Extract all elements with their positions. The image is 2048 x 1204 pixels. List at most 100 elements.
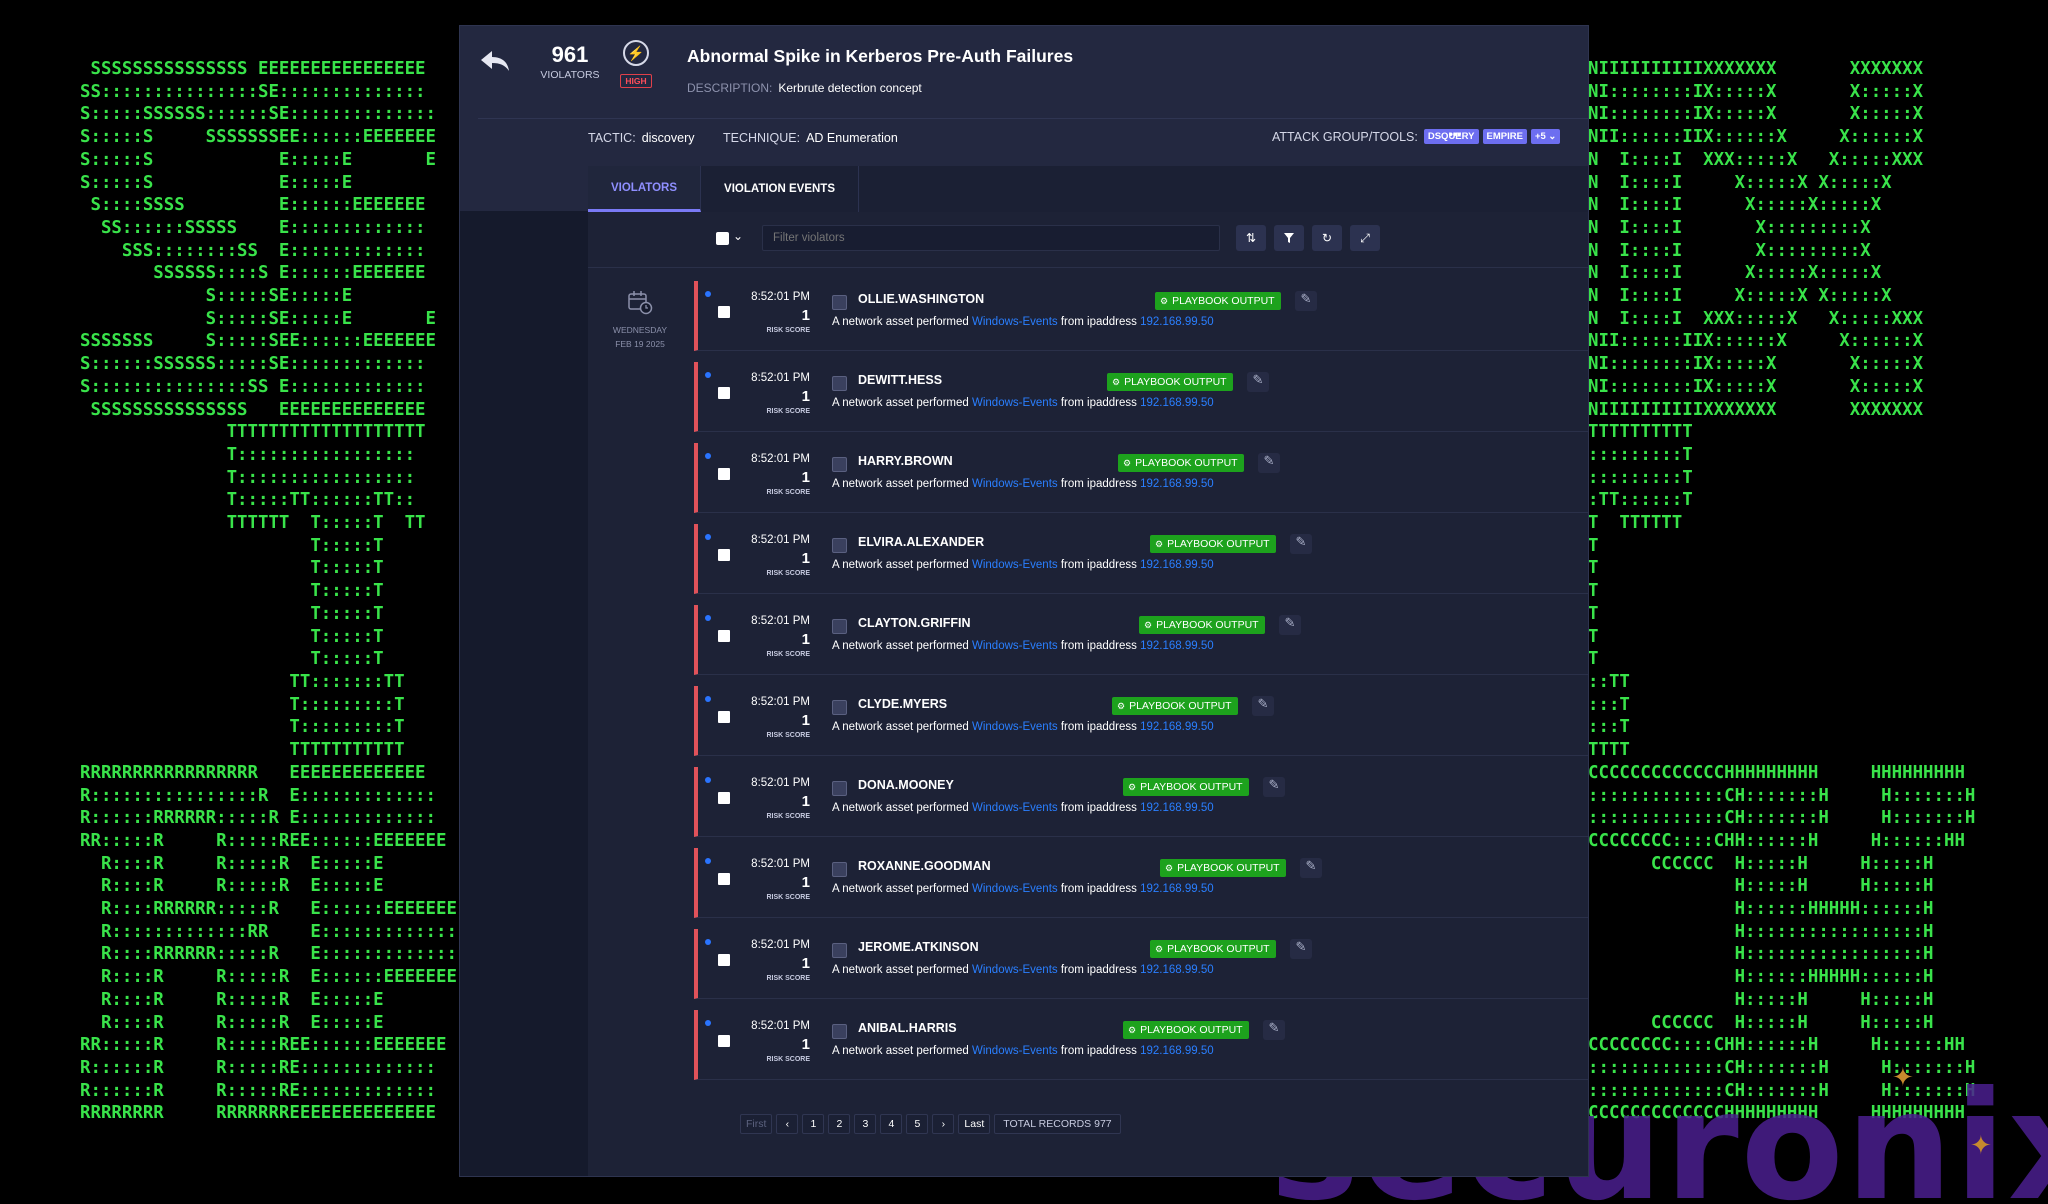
back-arrow-icon[interactable] <box>478 44 512 78</box>
more-tags-tag[interactable]: +5 ⌄ <box>1530 129 1561 144</box>
tool-tag[interactable]: EMPIRE <box>1482 129 1527 144</box>
sort-icon[interactable]: ⇅ <box>1236 225 1266 251</box>
row-checkbox[interactable] <box>718 711 730 723</box>
row-checkbox[interactable] <box>718 954 730 966</box>
violator-name[interactable]: CLAYTON.GRIFFIN <box>858 616 971 630</box>
ip-link[interactable]: 192.168.99.50 <box>1140 559 1214 571</box>
playbook-output-button[interactable]: ⚙ PLAYBOOK OUTPUT <box>1160 859 1286 877</box>
last-page-button[interactable]: Last <box>958 1114 991 1134</box>
resource-link[interactable]: Windows-Events <box>972 478 1058 490</box>
ip-link[interactable]: 192.168.99.50 <box>1140 802 1214 814</box>
resource-link[interactable]: Windows-Events <box>972 964 1058 976</box>
violator-name[interactable]: HARRY.BROWN <box>858 454 953 468</box>
violator-row[interactable]: 8:52:01 PM 1 RISK SCORE ELVIRA.ALEXANDER… <box>694 524 1588 594</box>
violator-row[interactable]: 8:52:01 PM 1 RISK SCORE CLYDE.MYERS ⚙ PLA… <box>694 686 1588 756</box>
row-checkbox[interactable] <box>718 873 730 885</box>
prev-page-button[interactable]: ‹ <box>776 1114 799 1134</box>
violator-name[interactable]: ROXANNE.GOODMAN <box>858 859 991 873</box>
brush-icon[interactable]: ✎ <box>1263 1020 1285 1040</box>
filter-violators-input[interactable] <box>762 225 1220 251</box>
row-checkbox[interactable] <box>718 549 730 561</box>
playbook-output-button[interactable]: ⚙ PLAYBOOK OUTPUT <box>1118 454 1244 472</box>
violator-row[interactable]: 8:52:01 PM 1 RISK SCORE JEROME.ATKINSON … <box>694 929 1588 999</box>
violator-name[interactable]: OLLIE.WASHINGTON <box>858 292 985 306</box>
ip-link[interactable]: 192.168.99.50 <box>1140 640 1214 652</box>
description-text: from ipaddress <box>1060 478 1137 490</box>
resource-link[interactable]: Windows-Events <box>972 1045 1058 1057</box>
brush-icon[interactable]: ✎ <box>1279 615 1301 635</box>
violator-row[interactable]: 8:52:01 PM 1 RISK SCORE DEWITT.HESS ⚙ PLA… <box>694 362 1588 432</box>
brush-icon[interactable]: ✎ <box>1295 291 1317 311</box>
violator-name[interactable]: JEROME.ATKINSON <box>858 940 979 954</box>
next-page-button[interactable]: › <box>932 1114 955 1134</box>
violator-row[interactable]: 8:52:01 PM 1 RISK SCORE ROXANNE.GOODMAN … <box>694 848 1588 918</box>
refresh-icon[interactable]: ↻ <box>1312 225 1342 251</box>
violator-row[interactable]: 8:52:01 PM 1 RISK SCORE OLLIE.WASHINGTON… <box>694 281 1588 351</box>
filter-icon[interactable] <box>1274 225 1304 251</box>
violator-name[interactable]: ELVIRA.ALEXANDER <box>858 535 985 549</box>
brush-icon[interactable]: ✎ <box>1290 939 1312 959</box>
page-button[interactable]: 3 <box>854 1114 877 1134</box>
violator-name[interactable]: CLYDE.MYERS <box>858 697 948 711</box>
ip-link[interactable]: 192.168.99.50 <box>1140 1045 1214 1057</box>
playbook-output-button[interactable]: ⚙ PLAYBOOK OUTPUT <box>1139 616 1265 634</box>
violator-name[interactable]: ANIBAL.HARRIS <box>858 1021 957 1035</box>
more-options-icon[interactable]: ••• <box>1448 127 1462 141</box>
description-label: DESCRIPTION: <box>687 81 773 95</box>
resource-link[interactable]: Windows-Events <box>972 397 1058 409</box>
violator-row[interactable]: 8:52:01 PM 1 RISK SCORE CLAYTON.GRIFFIN … <box>694 605 1588 675</box>
playbook-output-button[interactable]: ⚙ PLAYBOOK OUTPUT <box>1112 697 1238 715</box>
chevron-down-icon[interactable]: ⌄ <box>733 229 744 243</box>
playbook-label: PLAYBOOK OUTPUT <box>1172 295 1275 307</box>
brush-icon[interactable]: ✎ <box>1300 858 1322 878</box>
row-checkbox[interactable] <box>718 306 730 318</box>
brush-icon[interactable]: ✎ <box>1258 453 1280 473</box>
row-checkbox[interactable] <box>718 630 730 642</box>
playbook-output-button[interactable]: ⚙ PLAYBOOK OUTPUT <box>1155 292 1281 310</box>
page-button[interactable]: 5 <box>906 1114 929 1134</box>
brush-icon[interactable]: ✎ <box>1263 777 1285 797</box>
playbook-output-button[interactable]: ⚙ PLAYBOOK OUTPUT <box>1123 1021 1249 1039</box>
select-all-checkbox[interactable] <box>716 232 729 245</box>
first-page-button[interactable]: First <box>740 1114 773 1134</box>
row-checkbox[interactable] <box>718 1035 730 1047</box>
playbook-output-button[interactable]: ⚙ PLAYBOOK OUTPUT <box>1150 535 1276 553</box>
sparkle-icon: ✦ <box>1892 1062 1914 1092</box>
resource-link[interactable]: Windows-Events <box>972 802 1058 814</box>
resource-link[interactable]: Windows-Events <box>972 883 1058 895</box>
violator-name[interactable]: DONA.MOONEY <box>858 778 954 792</box>
ip-link[interactable]: 192.168.99.50 <box>1140 316 1214 328</box>
risk-score: 1 <box>801 1036 810 1053</box>
ip-link[interactable]: 192.168.99.50 <box>1140 964 1214 976</box>
description-text: A network asset performed <box>832 964 969 976</box>
tab-violation-events[interactable]: VIOLATION EVENTS <box>701 166 859 212</box>
playbook-output-button[interactable]: ⚙ PLAYBOOK OUTPUT <box>1150 940 1276 958</box>
tool-tag[interactable]: DSQUERY <box>1423 129 1479 144</box>
brush-icon[interactable]: ✎ <box>1252 696 1274 716</box>
row-checkbox[interactable] <box>718 792 730 804</box>
tab-violators[interactable]: VIOLATORS <box>588 166 702 212</box>
brush-icon[interactable]: ✎ <box>1247 372 1269 392</box>
ip-link[interactable]: 192.168.99.50 <box>1140 478 1214 490</box>
resource-link[interactable]: Windows-Events <box>972 559 1058 571</box>
violator-name[interactable]: DEWITT.HESS <box>858 373 943 387</box>
resource-link[interactable]: Windows-Events <box>972 640 1058 652</box>
row-checkbox[interactable] <box>718 468 730 480</box>
page-button[interactable]: 2 <box>828 1114 851 1134</box>
event-time: 8:52:01 PM <box>751 372 810 384</box>
resource-link[interactable]: Windows-Events <box>972 316 1058 328</box>
violator-row[interactable]: 8:52:01 PM 1 RISK SCORE HARRY.BROWN ⚙ PLA… <box>694 443 1588 513</box>
page-button[interactable]: 1 <box>802 1114 825 1134</box>
ip-link[interactable]: 192.168.99.50 <box>1140 883 1214 895</box>
violator-row[interactable]: 8:52:01 PM 1 RISK SCORE DONA.MOONEY ⚙ PLA… <box>694 767 1588 837</box>
playbook-output-button[interactable]: ⚙ PLAYBOOK OUTPUT <box>1107 373 1233 391</box>
playbook-output-button[interactable]: ⚙ PLAYBOOK OUTPUT <box>1123 778 1249 796</box>
brush-icon[interactable]: ✎ <box>1290 534 1312 554</box>
resource-link[interactable]: Windows-Events <box>972 721 1058 733</box>
violator-row[interactable]: 8:52:01 PM 1 RISK SCORE ANIBAL.HARRIS ⚙ P… <box>694 1010 1588 1080</box>
page-button[interactable]: 4 <box>880 1114 903 1134</box>
row-checkbox[interactable] <box>718 387 730 399</box>
ip-link[interactable]: 192.168.99.50 <box>1140 397 1214 409</box>
expand-icon[interactable]: ⤢ <box>1350 225 1380 251</box>
ip-link[interactable]: 192.168.99.50 <box>1140 721 1214 733</box>
